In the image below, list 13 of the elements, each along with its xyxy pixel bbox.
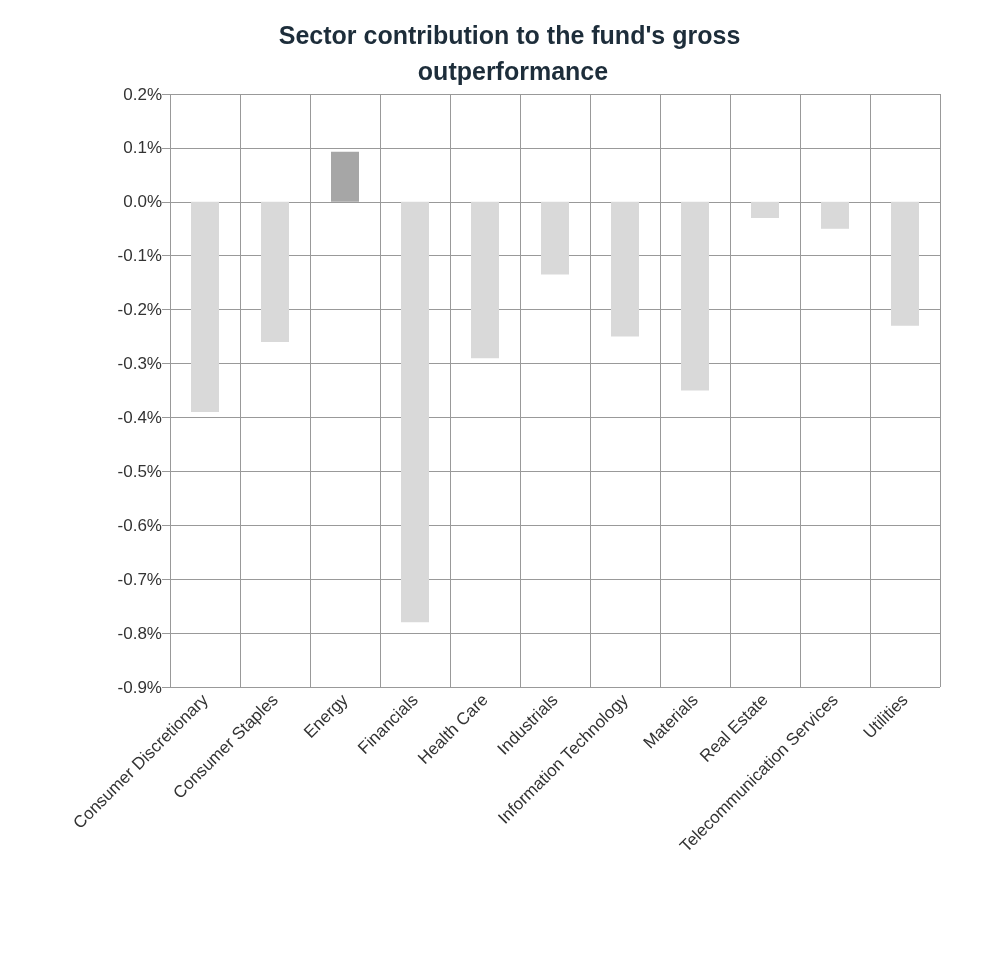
y-tick-label: -0.3%: [117, 354, 162, 374]
y-tick-label: -0.9%: [117, 677, 162, 697]
y-tick-label: -0.8%: [117, 623, 162, 643]
y-tick-label: -0.6%: [117, 515, 162, 535]
y-tick-label: -0.2%: [117, 300, 162, 320]
y-tick-label: -0.1%: [117, 246, 162, 266]
y-tick-label: -0.4%: [117, 407, 162, 427]
chart-title: Sector contribution to the fund's gross outperformance: [278, 21, 748, 85]
y-tick-label: 0.2%: [123, 84, 162, 104]
y-tick-label: -0.7%: [117, 569, 162, 589]
y-tick-label: 0.1%: [123, 138, 162, 158]
y-tick-label: -0.5%: [117, 461, 162, 481]
y-tick-label: 0.0%: [123, 192, 162, 212]
